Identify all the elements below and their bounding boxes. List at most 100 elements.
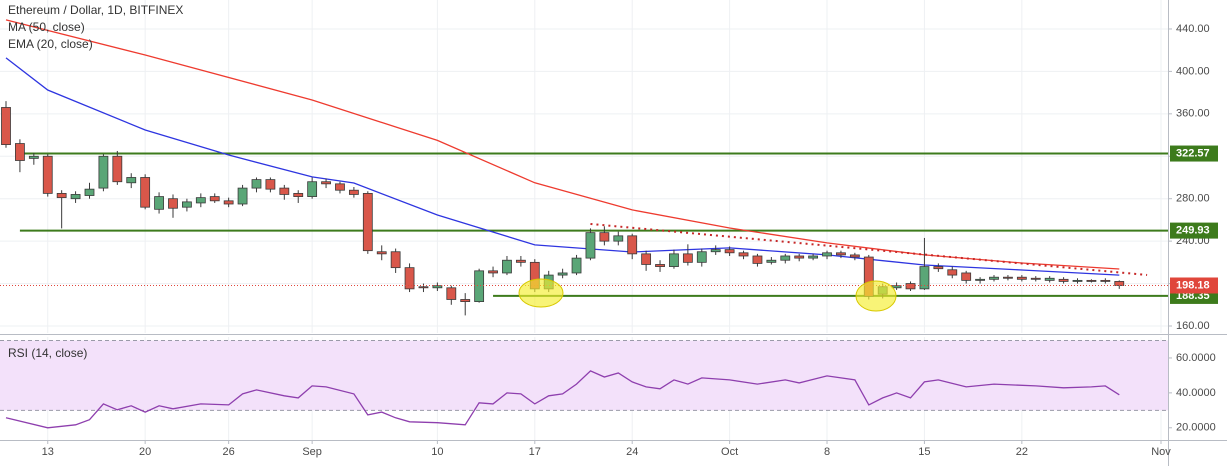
x-tick-label: 15 [918, 446, 930, 458]
candle-body [460, 299, 471, 302]
candle-body [780, 255, 791, 261]
candle-body [502, 259, 512, 274]
candle-body [56, 192, 67, 199]
y-tick-label: 60.0000 [1176, 352, 1216, 364]
candle-body [376, 251, 387, 255]
candle-body [961, 272, 972, 281]
candle-body [766, 259, 777, 263]
level-label: 322.57 [1176, 147, 1210, 159]
candle-body [446, 287, 457, 300]
candle-body [42, 155, 53, 194]
candle-body [613, 235, 624, 242]
candle-body [1114, 281, 1125, 286]
candle-body [1058, 278, 1069, 282]
x-tick-label: 26 [223, 446, 235, 458]
x-tick-label: 10 [431, 446, 443, 458]
candle-body [794, 255, 805, 259]
candle-body [752, 255, 763, 264]
candle-body [237, 187, 248, 205]
price-pane [0, 0, 1168, 333]
candle-body [28, 155, 39, 159]
rsi-line [5, 370, 1120, 429]
candle-body [362, 192, 373, 252]
candle-body [390, 251, 401, 269]
candle-body [515, 259, 526, 263]
x-tick-label: 20 [139, 446, 151, 458]
candle-body [836, 252, 846, 256]
x-tick-label: 22 [1016, 446, 1028, 458]
candle-body [585, 232, 596, 259]
price-label: 198.18 [1176, 279, 1210, 291]
candle-body [15, 143, 25, 161]
candle-body [627, 235, 638, 255]
legend-entry: MA (50, close) [8, 20, 85, 34]
candle-body [738, 252, 749, 257]
rsi-pane [0, 337, 1168, 440]
x-tick-label: 17 [529, 446, 541, 458]
candle-body [474, 270, 485, 302]
candle-body [849, 254, 860, 258]
x-tick-label: 8 [824, 446, 830, 458]
candle-body [168, 198, 178, 209]
candle-body [265, 179, 276, 190]
candle-body [140, 177, 151, 208]
candle-body [557, 272, 568, 276]
x-tick-label: Sep [302, 446, 322, 458]
level-label-box [1170, 222, 1218, 239]
y-tick-label: 360.00 [1176, 108, 1210, 120]
candle-body [599, 232, 610, 242]
y-tick-label: 280.00 [1176, 193, 1210, 205]
candle-body [195, 197, 206, 204]
candle-body [418, 286, 429, 289]
candle-body [98, 155, 109, 189]
rsi-band [0, 340, 1168, 411]
rsi-title: RSI (14, close) [8, 346, 87, 360]
candle-body [84, 188, 95, 196]
candle-body [1016, 276, 1027, 280]
candle-body [293, 192, 304, 197]
candle-body [126, 177, 137, 184]
candle-body [404, 267, 415, 290]
y-tick-label: 160.00 [1176, 320, 1210, 332]
candle-body [919, 266, 930, 290]
highlight-ellipse [855, 280, 897, 312]
candle-body [70, 194, 81, 200]
candle-body [321, 181, 331, 185]
candle-body [724, 249, 735, 254]
candle-body [571, 257, 582, 274]
x-tick-label: Oct [721, 446, 738, 458]
candle-body [933, 266, 944, 270]
candle-body [641, 253, 652, 265]
candle-body [710, 249, 721, 253]
x-tick-label: 13 [42, 446, 54, 458]
candle-body [989, 276, 999, 280]
x-tick-label: Nov [1151, 446, 1171, 458]
candle-body [488, 270, 498, 274]
candle-body [1030, 277, 1041, 280]
candle-body [655, 264, 665, 267]
candle-body [682, 253, 693, 263]
candle-body [947, 269, 958, 276]
candle-body [696, 251, 707, 263]
candle-body [112, 155, 123, 183]
candle-body [182, 201, 192, 208]
candle-body [1044, 277, 1055, 281]
y-tick-label: 20.0000 [1176, 422, 1216, 434]
candle-body [432, 285, 443, 289]
candle-body [808, 255, 819, 259]
legend-entry: EMA (20, close) [8, 37, 93, 51]
candle-body [1, 107, 11, 145]
candle-body [251, 179, 262, 189]
candle-body [279, 187, 290, 195]
level-label: 249.93 [1176, 225, 1210, 237]
y-tick-label: 440.00 [1176, 23, 1210, 35]
indicator-line [5, 57, 1120, 276]
candle-body [891, 285, 902, 289]
candle-body [975, 278, 985, 281]
y-tick-label: 40.0000 [1176, 387, 1216, 399]
highlight-ellipse [518, 278, 564, 308]
chart-title: Ethereum / Dollar, 1D, BITFINEX [8, 3, 183, 17]
candle-body [1072, 279, 1083, 282]
